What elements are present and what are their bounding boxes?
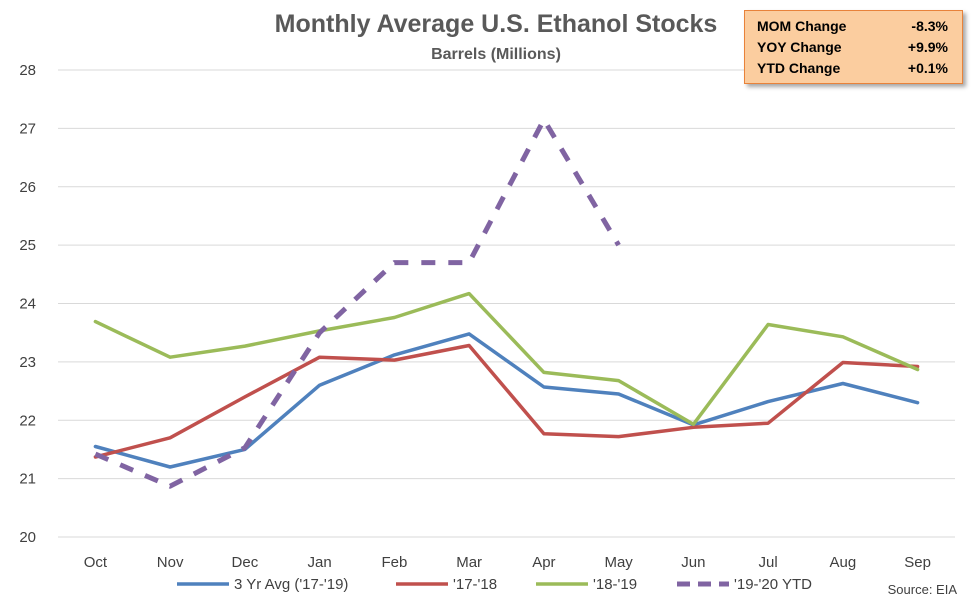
y-axis-ticks: 20 21 22 23 24 25 26 27 28 (19, 62, 36, 546)
series-line-4 (94, 117, 621, 489)
x-tick-label: Dec (232, 554, 259, 571)
stat-value: +0.1% (907, 60, 948, 76)
x-tick-label: Oct (84, 554, 108, 571)
y-tick-label: 23 (19, 354, 36, 371)
legend-label: '17-'18 (453, 576, 497, 593)
x-tick-label: Apr (532, 554, 555, 571)
series-lines (93, 117, 920, 489)
y-tick-label: 20 (19, 529, 36, 546)
x-tick-label: May (604, 554, 633, 571)
y-tick-label: 26 (19, 179, 36, 196)
stat-label: MOM Change (757, 18, 847, 34)
gridlines (58, 69, 955, 538)
chart-title: Monthly Average U.S. Ethanol Stocks (275, 10, 718, 38)
stat-label: YOY Change (757, 39, 842, 55)
series-line-2 (93, 343, 920, 459)
y-tick-label: 21 (19, 471, 36, 488)
x-tick-label: Jun (681, 554, 705, 571)
x-tick-label: Nov (157, 554, 184, 571)
stat-row-mom: MOM Change -8.3% (757, 16, 948, 37)
y-tick-label: 24 (19, 296, 36, 313)
y-tick-label: 27 (19, 120, 36, 137)
x-tick-label: Sep (904, 554, 931, 571)
series-line-3 (93, 291, 920, 427)
stat-value: -8.3% (911, 18, 948, 34)
chart-subtitle: Barrels (Millions) (431, 46, 561, 63)
stat-label: YTD Change (757, 60, 841, 76)
change-stats-box: MOM Change -8.3% YOY Change +9.9% YTD Ch… (744, 10, 963, 84)
x-tick-label: Jul (759, 554, 778, 571)
legend-label: 3 Yr Avg ('17-'19) (234, 576, 348, 593)
legend-label: '18-'19 (593, 576, 637, 593)
x-axis-ticks: Oct Nov Dec Jan Feb Mar Apr May Jun Jul Aug Sep (84, 554, 931, 571)
legend: 3 Yr Avg ('17-'19) '17-'18 '18-'19 '19-'20 … (177, 576, 812, 593)
y-tick-label: 22 (19, 412, 36, 429)
stat-row-ytd: YTD Change +0.1% (757, 58, 948, 79)
y-tick-label: 25 (19, 237, 36, 254)
series-line-1 (93, 332, 920, 469)
stat-row-yoy: YOY Change +9.9% (757, 37, 948, 58)
stat-value: +9.9% (907, 39, 948, 55)
x-tick-label: Aug (830, 554, 857, 571)
x-tick-label: Mar (456, 554, 482, 571)
x-tick-label: Jan (308, 554, 332, 571)
x-tick-label: Feb (381, 554, 407, 571)
source-note: Source: EIA (888, 582, 958, 597)
y-tick-label: 28 (19, 62, 36, 79)
legend-label: '19-'20 YTD (734, 576, 812, 593)
